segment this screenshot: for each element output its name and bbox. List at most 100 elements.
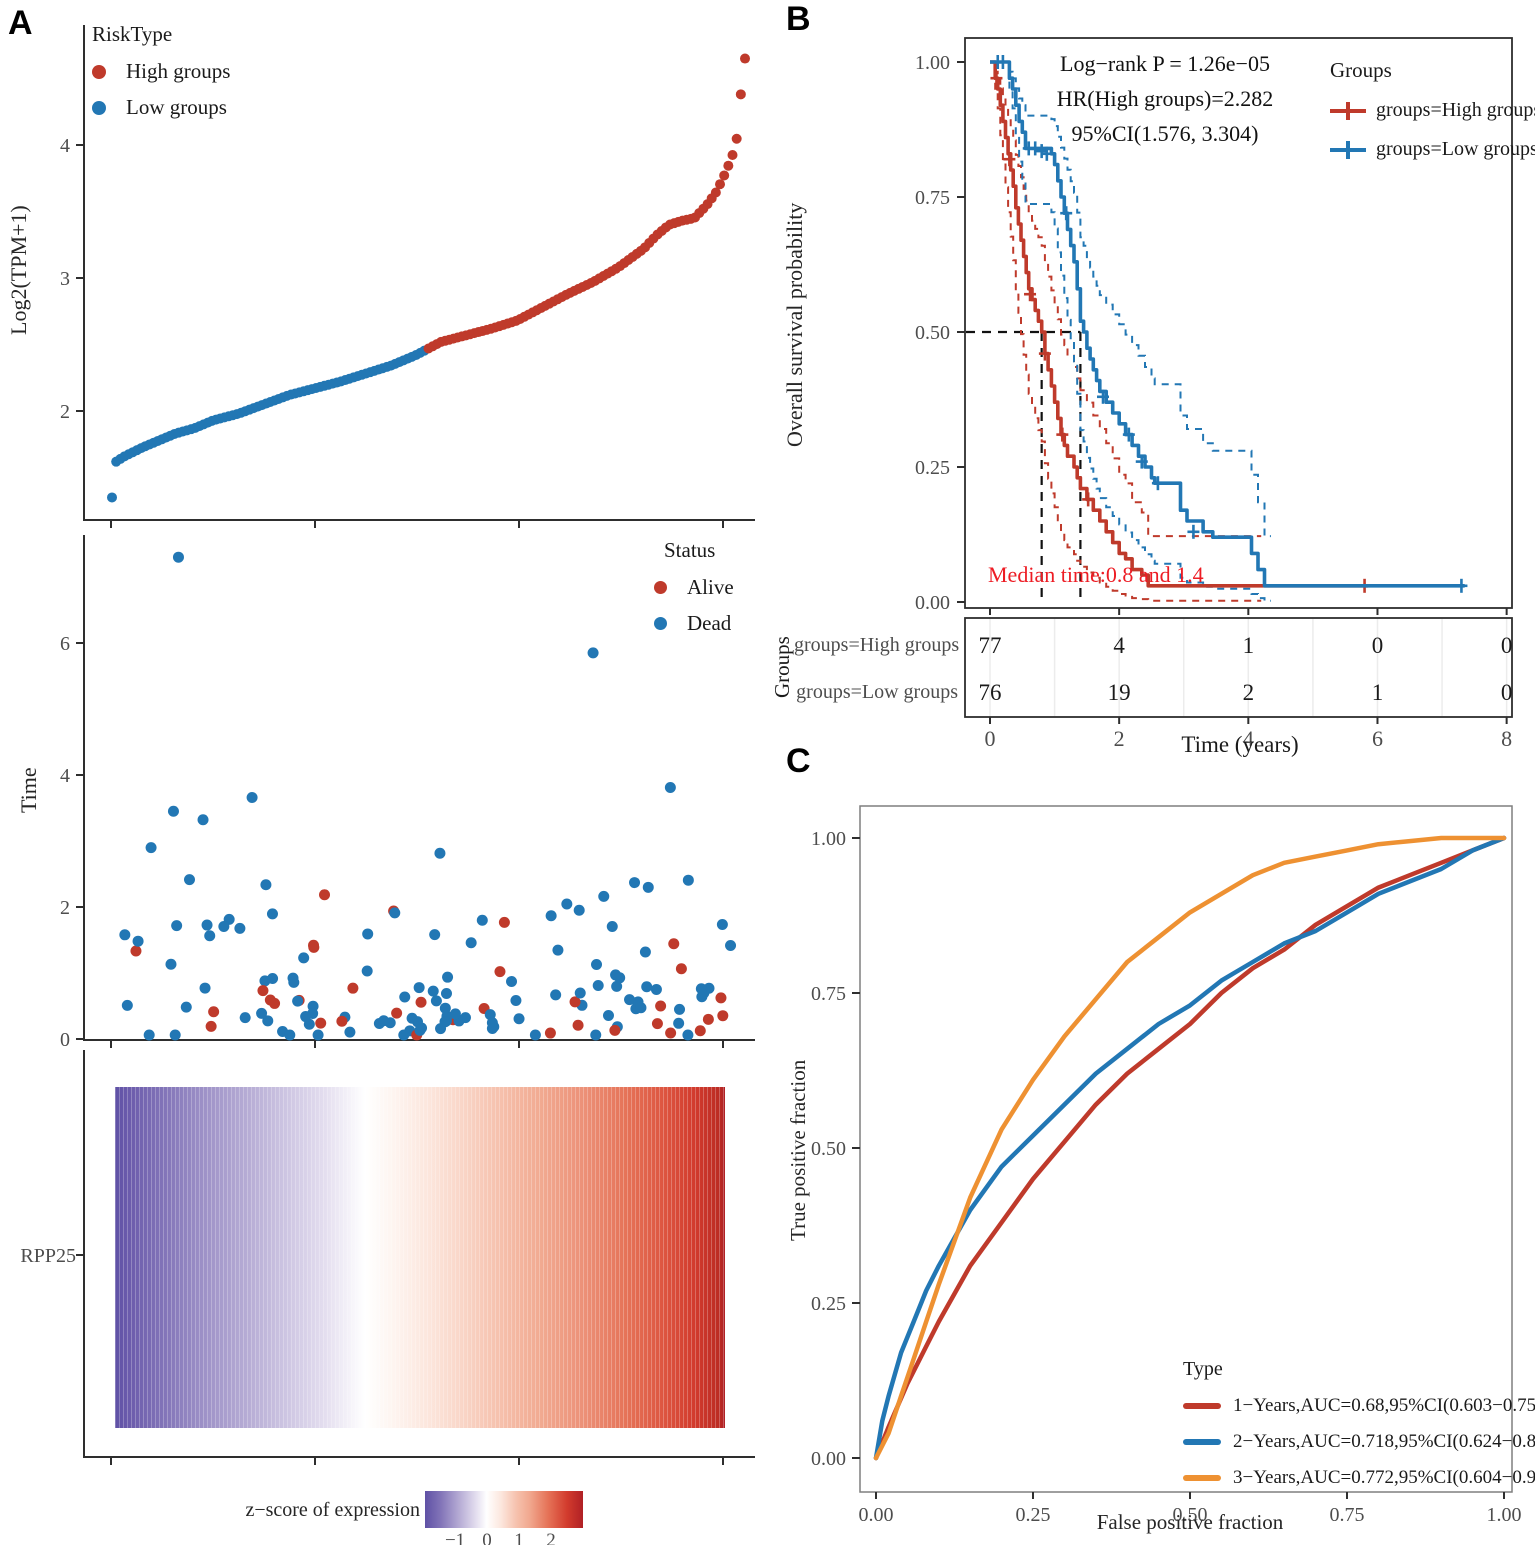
y-tick-label: 4: [60, 135, 70, 157]
time-point: [298, 952, 310, 964]
time-point: [642, 881, 654, 893]
roc-line-swatch-icon: [1183, 1439, 1221, 1445]
x-tick-label: 0.00: [859, 1504, 894, 1526]
risk-score-point: [719, 170, 730, 181]
roc-y-axis-label: True positive fraction: [786, 1059, 810, 1241]
km-ci-upper: [990, 61, 1262, 538]
legend-item: High groups: [92, 59, 230, 84]
y-tick-label: 0.75: [915, 187, 950, 209]
x-tick-label: 2: [1114, 726, 1125, 751]
time-point: [715, 992, 727, 1004]
risk-count: 4: [1113, 633, 1125, 658]
y-tick-label: 3: [60, 268, 70, 290]
time-point: [545, 910, 557, 922]
time-outlier-point: [587, 647, 599, 659]
time-point: [234, 922, 246, 934]
time-point: [655, 1000, 667, 1012]
time-point: [267, 972, 279, 984]
colorbar-label: z−score of expression: [245, 1499, 420, 1521]
roc-legend-rows: 1−Years,AUC=0.68,95%CI(0.603−0.757) 2−Yea…: [1183, 1395, 1535, 1489]
expression-heatmap-band: [115, 1087, 725, 1428]
time-point: [429, 929, 441, 941]
time-point: [119, 929, 131, 941]
y-tick-label: 1.00: [915, 52, 950, 74]
legend-item-label: 3−Years,AUC=0.772,95%CI(0.604−0.94): [1233, 1467, 1535, 1488]
y-tick-label: 0.50: [915, 322, 950, 344]
roc-line-swatch-icon: [1183, 1403, 1221, 1409]
legend-item: Dead: [654, 611, 734, 636]
risktype-legend-title: RiskType: [92, 22, 173, 46]
risk-score-point: [727, 149, 738, 160]
time-point: [287, 972, 299, 984]
km-legend-rows: groups=High groups groups=Low groups: [1330, 99, 1535, 161]
time-point: [121, 999, 133, 1011]
x-tick-label: 1.00: [1487, 1504, 1522, 1526]
time-point: [201, 919, 213, 931]
time-point: [602, 1010, 614, 1022]
status-legend-title: Status: [664, 538, 716, 562]
time-point: [510, 995, 522, 1007]
time-point: [171, 920, 183, 932]
roc-line-swatch-icon: [1183, 1475, 1221, 1481]
time-point: [204, 930, 216, 942]
time-point: [167, 805, 179, 817]
y-tick-label: 0: [60, 1029, 70, 1051]
time-point: [673, 1017, 685, 1029]
x-tick-label: 0.25: [1016, 1504, 1051, 1526]
legend-item-label: 1−Years,AUC=0.68,95%CI(0.603−0.757): [1233, 1395, 1535, 1416]
legend-item: 1−Years,AUC=0.68,95%CI(0.603−0.757): [1183, 1395, 1535, 1417]
risk-count: 1: [1372, 680, 1384, 705]
time-point: [544, 1027, 556, 1039]
time-point: [476, 914, 488, 926]
y-tick-label: 2: [60, 401, 70, 423]
y-tick-label: 0.00: [811, 1448, 846, 1470]
time-point: [590, 1029, 602, 1041]
status-legend: Status Alive Dead: [654, 538, 734, 636]
x-tick-label: 6: [1372, 726, 1383, 751]
risk-score-point: [710, 187, 721, 198]
time-point: [300, 1011, 312, 1023]
time-point: [675, 963, 687, 975]
time-point: [561, 898, 573, 910]
time-point: [256, 1007, 268, 1019]
time-point: [197, 814, 209, 826]
time-point: [629, 877, 641, 889]
legend-dot-icon: [654, 581, 667, 594]
y-tick-label: 6: [60, 633, 70, 655]
risktype-legend-rows: High groups Low groups: [92, 59, 230, 120]
time-point: [668, 938, 680, 950]
colorbar-tick-label: 1: [514, 1530, 524, 1545]
legend-item-label: Alive: [687, 575, 734, 599]
x-tick-label: 8: [1501, 726, 1512, 751]
legend-item-label: groups=High groups: [1376, 99, 1535, 121]
risk-score-point: [723, 160, 734, 171]
riskscore-y-axis-label: Log2(TPM+1): [6, 205, 31, 335]
time-point: [415, 996, 427, 1008]
legend-dot-icon: [654, 617, 667, 630]
km-ci-lower: [990, 61, 1262, 602]
time-point: [552, 944, 564, 956]
time-point: [292, 995, 304, 1007]
legend-item: groups=High groups: [1330, 99, 1535, 122]
time-point: [344, 1026, 356, 1038]
legend-symbol-part: [1346, 101, 1350, 120]
time-point: [494, 966, 506, 978]
km-curve: [990, 60, 1368, 588]
time-point: [308, 939, 320, 951]
time-point: [574, 987, 586, 999]
x-tick-label: 4: [1243, 726, 1254, 751]
km-plot-border: [964, 37, 1513, 609]
risk-table-y-label: Groups: [770, 636, 794, 698]
time-point: [641, 981, 653, 993]
colorbar-tick-label: 0: [482, 1530, 492, 1545]
time-point: [550, 989, 562, 1001]
risk-count: 0: [1501, 633, 1513, 658]
time-point: [430, 995, 442, 1007]
time-point: [378, 1015, 390, 1027]
roc-legend-title: Type: [1183, 1358, 1223, 1380]
time-point: [440, 988, 452, 1000]
time-point: [486, 1017, 498, 1029]
y-tick-label: 0.75: [811, 983, 846, 1005]
risk-count: 0: [1372, 633, 1384, 658]
